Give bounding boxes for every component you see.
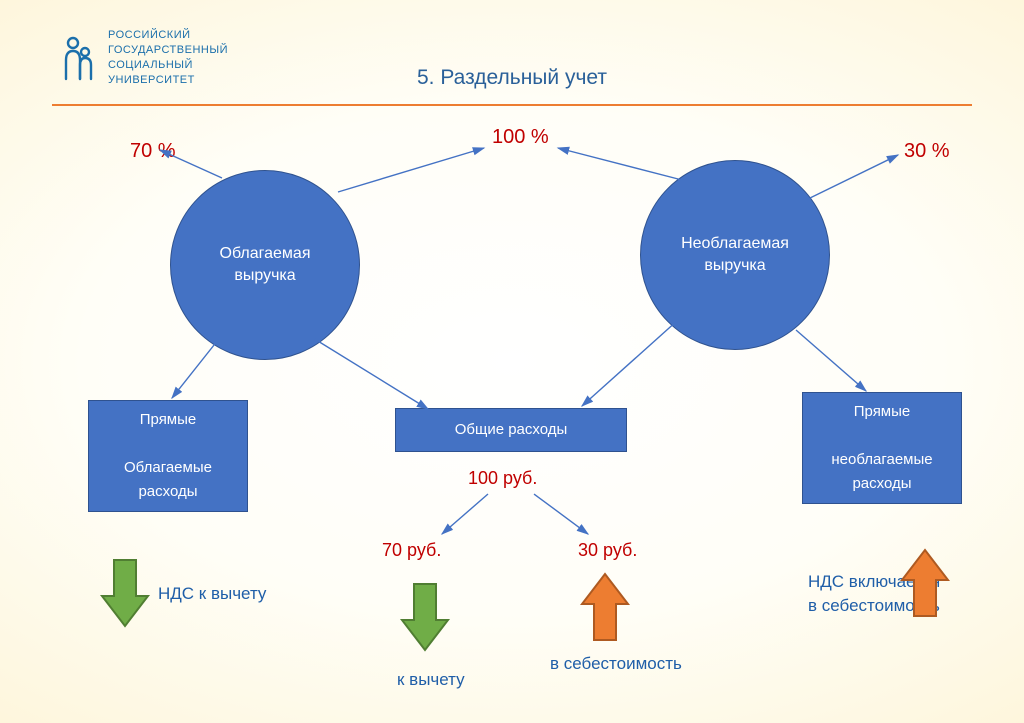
rect-left-label: ПрямыеОблагаемыерасходы [124, 408, 212, 504]
arrow-down-green-left [100, 558, 150, 628]
slide-title: 5. Раздельный учет [0, 66, 1024, 90]
arrow-up-orange-right [900, 548, 950, 618]
node-direct-nontaxable-expenses: Прямыенеоблагаемыерасходы [802, 392, 962, 504]
amount-total: 100 руб. [468, 468, 537, 489]
circle-right-label: Необлагаемаявыручка [681, 233, 789, 278]
percent-right: 30 % [904, 140, 950, 163]
label-vat-deduct: НДС к вычету [158, 582, 266, 606]
diagram-canvas: РОССИЙСКИЙ ГОСУДАРСТВЕННЫЙ СОЦИАЛЬНЫЙ УН… [0, 0, 1024, 723]
label-sub-deduct: к вычету [397, 668, 465, 692]
node-direct-taxable-expenses: ПрямыеОблагаемыерасходы [88, 400, 248, 512]
title-underline [52, 104, 972, 106]
amount-left: 70 руб. [382, 540, 441, 561]
logo-line2: ГОСУДАРСТВЕННЫЙ [108, 43, 228, 58]
amount-right: 30 руб. [578, 540, 637, 561]
rect-center-label: Общие расходы [455, 418, 568, 442]
node-common-expenses: Общие расходы [395, 408, 627, 452]
label-sub-cost: в себестоимость [550, 652, 682, 676]
arrow-up-orange-sub [580, 572, 630, 642]
logo-line1: РОССИЙСКИЙ [108, 28, 228, 43]
circle-left-label: Облагаемаявыручка [220, 243, 311, 288]
percent-center: 100 % [492, 126, 549, 149]
node-nontaxable-revenue: Необлагаемаявыручка [640, 160, 830, 350]
rect-right-label: Прямыенеоблагаемыерасходы [831, 400, 932, 496]
arrow-down-green-sub [400, 582, 450, 652]
percent-left: 70 % [130, 140, 176, 163]
node-taxable-revenue: Облагаемаявыручка [170, 170, 360, 360]
